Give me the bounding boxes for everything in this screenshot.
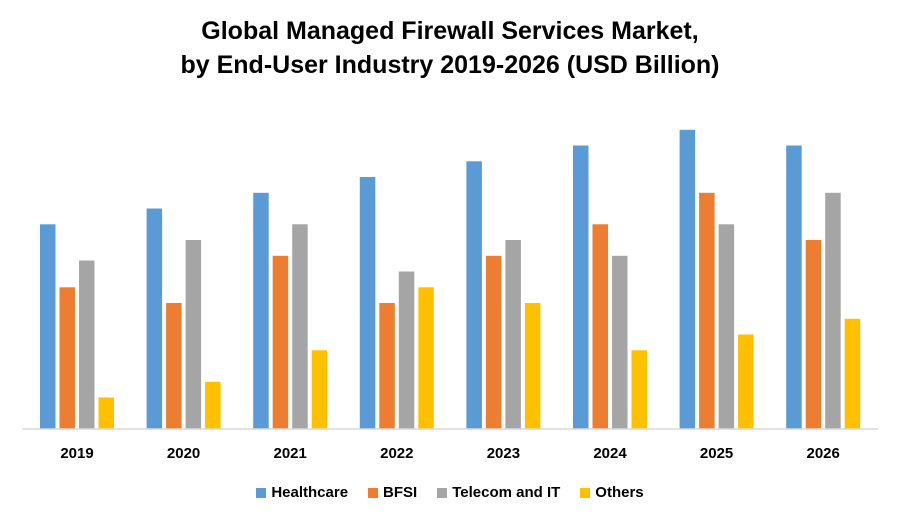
x-tick-label-2021: 2021 — [274, 445, 307, 462]
bar-telecom-and-it-2024 — [612, 255, 628, 430]
x-tick-label-2020: 2020 — [167, 445, 200, 462]
bar-telecom-and-it-2019 — [79, 260, 95, 429]
legend-label: BFSI — [383, 484, 418, 501]
bar-others-2021 — [311, 350, 328, 430]
bar-telecom-and-it-2022 — [398, 271, 415, 429]
legend-item-telecom-and-it: Telecom and IT — [437, 484, 560, 501]
chart-title-line-1: Global Managed Firewall Services Market, — [201, 17, 699, 45]
legend-swatch — [580, 487, 591, 498]
bar-telecom-and-it-2026 — [825, 192, 841, 430]
bar-telecom-and-it-2023 — [505, 240, 521, 429]
bar-healthcare-2024 — [573, 145, 589, 429]
bar-others-2023 — [524, 303, 541, 429]
legend-item-others: Others — [580, 484, 644, 501]
bars-group — [40, 129, 861, 430]
bar-telecom-and-it-2021 — [292, 224, 308, 430]
bar-healthcare-2025 — [679, 129, 696, 430]
bar-bfsi-2023 — [485, 255, 502, 430]
legend-item-bfsi: BFSI — [368, 484, 417, 501]
legend-label: Others — [595, 484, 644, 501]
bar-healthcare-2020 — [146, 208, 163, 429]
bar-healthcare-2022 — [359, 177, 376, 429]
legend-swatch — [256, 487, 267, 498]
bar-healthcare-2021 — [253, 192, 269, 430]
bar-healthcare-2019 — [40, 224, 56, 430]
x-tick-label-2023: 2023 — [487, 445, 520, 462]
bar-bfsi-2021 — [272, 255, 289, 430]
bar-telecom-and-it-2025 — [718, 224, 735, 430]
x-tick-labels: 2019 2020 2021 2022 2023 2024 2025 2026 — [60, 445, 840, 462]
bar-healthcare-2026 — [786, 145, 802, 429]
chart-title: Global Managed Firewall Services Market,… — [0, 14, 900, 82]
bar-others-2022 — [418, 287, 434, 430]
bar-bfsi-2022 — [379, 303, 395, 429]
bar-others-2025 — [738, 334, 754, 429]
legend-swatch — [368, 487, 379, 498]
bar-others-2019 — [98, 397, 114, 429]
bar-bfsi-2020 — [166, 303, 182, 429]
bar-telecom-and-it-2020 — [185, 240, 202, 429]
bar-others-2026 — [844, 318, 861, 430]
x-tick-label-2026: 2026 — [807, 445, 840, 462]
bar-healthcare-2023 — [466, 161, 482, 430]
x-tick-label-2025: 2025 — [700, 445, 733, 462]
bar-others-2020 — [205, 381, 221, 430]
legend: Healthcare BFSI Telecom and IT Others — [0, 484, 900, 501]
bar-bfsi-2024 — [592, 224, 608, 430]
bar-bfsi-2026 — [805, 240, 822, 429]
legend-item-healthcare: Healthcare — [256, 484, 348, 501]
legend-label: Healthcare — [271, 484, 349, 501]
legend-label: Telecom and IT — [452, 484, 561, 501]
x-tick-label-2022: 2022 — [380, 445, 413, 462]
bar-others-2024 — [631, 350, 647, 430]
x-tick-label-2019: 2019 — [60, 445, 93, 462]
bar-bfsi-2019 — [59, 287, 75, 430]
x-tick-label-2024: 2024 — [593, 445, 627, 462]
chart-title-line-2: by End-User Industry 2019-2026 (USD Bill… — [180, 51, 720, 79]
legend-swatch — [437, 487, 448, 498]
bar-bfsi-2025 — [699, 192, 715, 430]
